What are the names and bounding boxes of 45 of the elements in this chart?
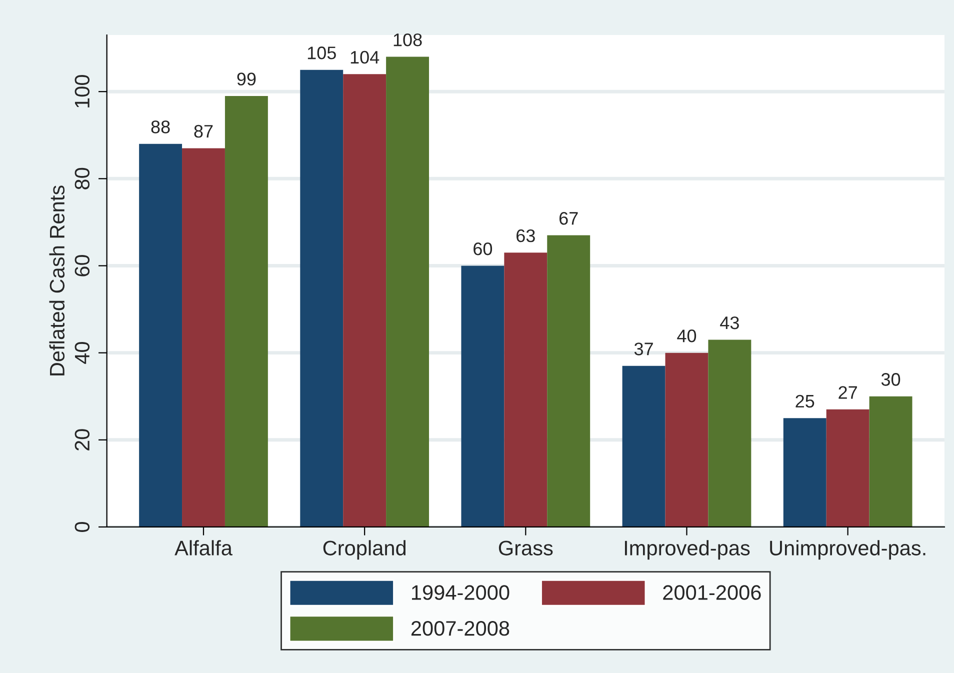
data-label: 63 (516, 229, 535, 242)
data-label: 104 (350, 50, 380, 64)
y-tick-label: 20 (74, 429, 90, 450)
bar (504, 252, 548, 527)
bar (708, 340, 752, 527)
data-label: 37 (634, 342, 653, 356)
bar (386, 56, 430, 527)
bar (547, 235, 590, 527)
y-tick-label: 40 (74, 342, 90, 364)
legend-label: 2001-2006 (663, 585, 761, 600)
bar (783, 418, 826, 527)
bar (300, 70, 344, 527)
x-tick-label: Cropland (323, 540, 406, 560)
legend-label: 1994-2000 (412, 585, 510, 600)
data-label: 60 (474, 242, 492, 256)
data-label: 40 (677, 330, 696, 342)
x-tick-label: Alfalfa (174, 540, 232, 556)
bar (622, 366, 666, 527)
data-label: 27 (838, 386, 857, 399)
bar (461, 266, 504, 527)
data-label: 99 (237, 72, 256, 86)
y-axis-title: Deflated Cash Rents (49, 186, 65, 376)
data-label: 25 (796, 394, 814, 408)
y-tick-label: 60 (74, 254, 90, 276)
x-tick-label: Improved-pas (624, 540, 750, 560)
bar (224, 96, 268, 527)
x-tick-label: Unimproved-pas. (770, 540, 926, 560)
bar (343, 74, 386, 527)
legend-label: 2007-2008 (411, 621, 510, 636)
data-label: 43 (720, 316, 739, 330)
data-label: 30 (881, 373, 900, 386)
data-label: 108 (394, 33, 422, 46)
bar (665, 352, 708, 527)
bar (869, 396, 912, 527)
data-label: 105 (308, 46, 336, 60)
x-tick-label: Grass (498, 540, 553, 556)
bar (182, 148, 225, 527)
bar (826, 409, 870, 527)
y-tick-label: 0 (74, 522, 90, 532)
data-label: 88 (151, 120, 170, 134)
data-label: 67 (559, 212, 578, 225)
y-tick-label: 100 (74, 75, 90, 108)
bar (139, 144, 182, 527)
data-label: 87 (194, 124, 213, 138)
y-tick-label: 80 (74, 168, 90, 190)
